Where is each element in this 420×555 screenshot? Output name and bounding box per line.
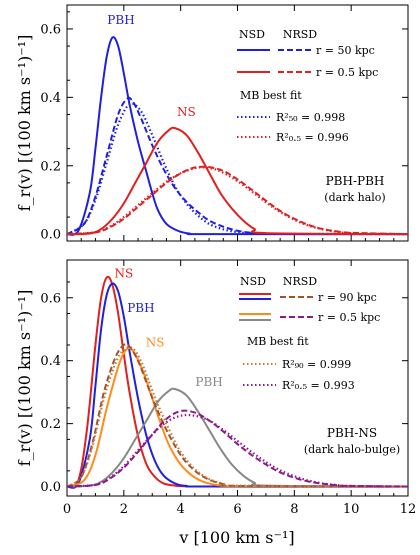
top-legend: NSD NRSD r = 50 kpc r = 0.5 kpc MB best …: [237, 28, 378, 144]
bottom-x-tick-label: 6: [233, 502, 241, 517]
top-series-1-dashed-line: [67, 96, 408, 236]
top-legend-fit-label-2: R²₀.₅ = 0.996: [276, 131, 349, 144]
bottom-series-1-label: PBH: [127, 301, 154, 315]
top-legend-fit-label-1: R²₅₀ = 0.998: [276, 111, 345, 124]
top-series-5-dotted-line: [67, 166, 408, 236]
bottom-x-tick-label: 12: [400, 502, 417, 517]
top-legend-label-r05: r = 0.5 kpc: [316, 66, 378, 79]
plot-content: 0.0 0.2 0.4 0.6 PBH NS 0.0 0.2 0.4 0.6 0 2 4 6 8 10 12 NS…: [40, 5, 416, 517]
bottom-legend-fit-label-1: R²₉₀ = 0.999: [282, 358, 351, 371]
top-panel-annotation-sub: (dark halo): [324, 191, 385, 204]
bottom-series-3-label: PBH: [195, 375, 222, 389]
bottom-panel-annotation: PBH-NS: [327, 426, 377, 440]
top-panel-frame: [66, 4, 409, 242]
bottom-series-0-label: NS: [114, 266, 133, 280]
top-y-tick-label: 0.0: [40, 228, 61, 243]
top-series-0-solid-line: [67, 36, 408, 236]
top-legend-header-nrsd: NRSD: [283, 28, 317, 41]
bottom-panel-annotation-sub: (dark halo-bulge): [304, 443, 400, 456]
bottom-series-2-label: NS: [146, 336, 165, 350]
bottom-y-tick-label: 0.0: [40, 480, 61, 495]
bottom-series-7-dotted-line: [67, 413, 408, 488]
top-series-0-label: PBH: [107, 13, 134, 27]
bottom-x-tick-label: 10: [343, 502, 360, 517]
top-legend-fit-header: MB best fit: [240, 89, 302, 102]
bottom-x-tick-label: 4: [177, 502, 185, 517]
top-series-3-label: NS: [177, 105, 196, 119]
bottom-legend-header-nsd: NSD: [240, 275, 266, 288]
bottom-y-axis-label: f_r(v) [(100 km s⁻¹)⁻¹]: [15, 290, 34, 467]
x-axis-label: v [100 km s⁻¹]: [178, 528, 294, 547]
bottom-legend-fit-header: MB best fit: [247, 335, 309, 348]
bottom-series-3-solid-line: [67, 387, 408, 488]
bottom-x-tick-label: 0: [63, 502, 71, 517]
bottom-legend-label-r05: r = 0.5 kpc: [318, 311, 380, 324]
top-series-3-solid-line: [67, 126, 408, 236]
top-y-axis-label: f_r(v) [(100 km s⁻¹)⁻¹]: [15, 35, 34, 212]
top-legend-label-r50: r = 50 kpc: [316, 44, 375, 57]
bottom-legend-fit-label-2: R²₀.₅ = 0.993: [282, 379, 355, 392]
top-y-tick-label: 0.2: [40, 159, 61, 174]
bottom-x-tick-label: 2: [120, 502, 128, 517]
bottom-legend: NSD NRSD r = 90 kpc r = 0.5 kpc MB best …: [239, 275, 380, 392]
top-y-tick-label: 0.4: [40, 91, 61, 106]
bottom-x-tick-label: 8: [290, 502, 298, 517]
bottom-y-tick-label: 0.4: [40, 354, 61, 369]
bottom-legend-header-nrsd: NRSD: [283, 275, 317, 288]
bottom-legend-label-r90: r = 90 kpc: [318, 291, 377, 304]
top-legend-header-nsd: NSD: [239, 28, 265, 41]
bottom-series-4-dashed-line: [67, 342, 408, 488]
top-y-tick-label: 0.6: [40, 22, 61, 37]
top-panel-annotation: PBH-PBH: [326, 174, 385, 188]
bottom-y-tick-label: 0.6: [40, 291, 61, 306]
bottom-y-tick-label: 0.2: [40, 417, 61, 432]
